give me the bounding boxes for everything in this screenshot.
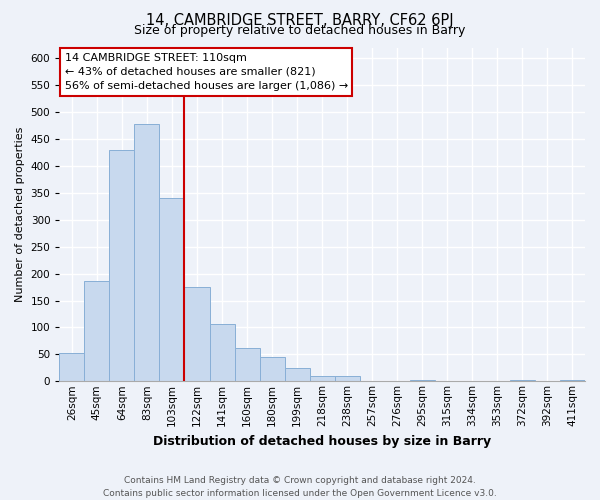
Bar [335, 376, 360, 382]
Bar [510, 380, 535, 382]
Text: 14, CAMBRIDGE STREET, BARRY, CF62 6PJ: 14, CAMBRIDGE STREET, BARRY, CF62 6PJ [146, 12, 454, 28]
Bar [235, 348, 260, 382]
Text: Contains HM Land Registry data © Crown copyright and database right 2024.
Contai: Contains HM Land Registry data © Crown c… [103, 476, 497, 498]
Text: 14 CAMBRIDGE STREET: 110sqm
← 43% of detached houses are smaller (821)
56% of se: 14 CAMBRIDGE STREET: 110sqm ← 43% of det… [65, 52, 348, 92]
Bar [85, 280, 109, 382]
Bar [260, 356, 284, 382]
Y-axis label: Number of detached properties: Number of detached properties [15, 126, 25, 302]
Bar [59, 352, 85, 382]
Bar [410, 380, 435, 382]
Bar [284, 368, 310, 382]
Bar [134, 124, 160, 382]
Bar [560, 380, 585, 382]
Bar [109, 150, 134, 382]
Text: Size of property relative to detached houses in Barry: Size of property relative to detached ho… [134, 24, 466, 37]
Bar [209, 324, 235, 382]
Bar [310, 376, 335, 382]
Bar [160, 198, 184, 382]
Bar [184, 287, 209, 382]
X-axis label: Distribution of detached houses by size in Barry: Distribution of detached houses by size … [153, 434, 491, 448]
